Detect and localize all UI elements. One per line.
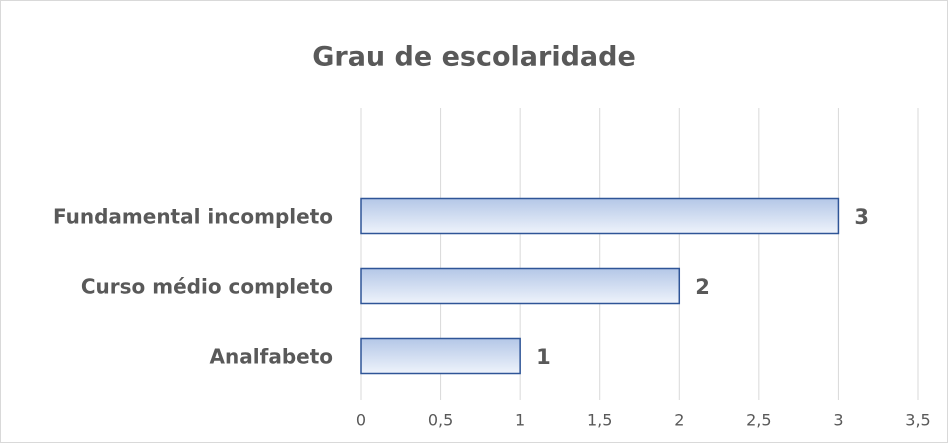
x-tick-label: 0	[356, 411, 366, 430]
x-tick-label: 3	[833, 411, 843, 430]
chart-title: Grau de escolaridade	[312, 42, 636, 73]
y-tick-label: Curso médio completo	[81, 275, 333, 299]
x-tick-label: 2	[674, 411, 684, 430]
data-label: 1	[536, 345, 551, 369]
y-tick-label: Fundamental incompleto	[53, 205, 333, 229]
x-tick-label: 0,5	[428, 411, 453, 430]
x-tick-label: 1	[515, 411, 525, 430]
y-tick-label: Analfabeto	[210, 345, 333, 369]
bar	[360, 267, 681, 305]
x-tick-label: 2,5	[746, 411, 771, 430]
data-label: 2	[695, 275, 710, 299]
data-label: 3	[854, 205, 869, 229]
bar	[360, 197, 840, 235]
bar	[360, 337, 521, 375]
x-tick-label: 1,5	[587, 411, 612, 430]
x-tick-label: 3,5	[905, 411, 930, 430]
